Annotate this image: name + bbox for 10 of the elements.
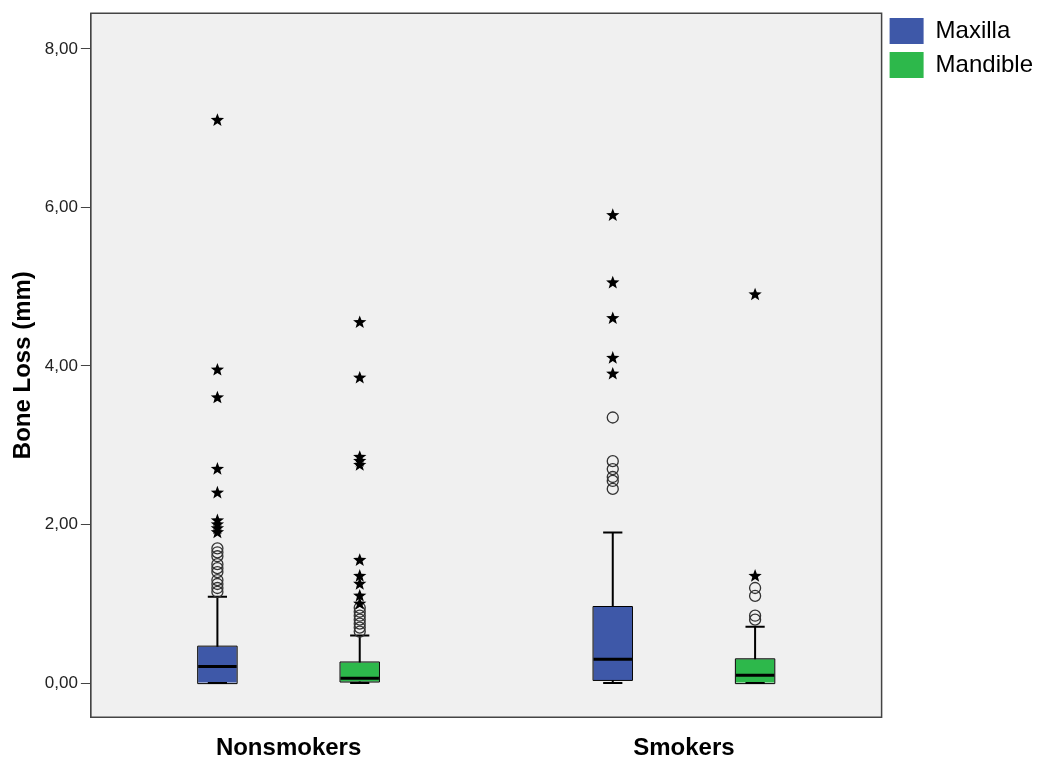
y-axis-title: Bone Loss (mm): [8, 271, 36, 460]
x-tick-label: Nonsmokers: [215, 733, 362, 761]
y-tick-label: 0,00: [44, 672, 78, 692]
legend-label: Mandible: [935, 49, 1034, 77]
y-tick-label: 4,00: [44, 355, 78, 375]
y-tick-label: 6,00: [44, 197, 78, 217]
legend-label: Maxilla: [935, 15, 1011, 43]
y-tick-label: 8,00: [44, 38, 78, 58]
y-tick-label: 2,00: [44, 514, 78, 534]
x-tick-label: Smokers: [633, 733, 735, 761]
